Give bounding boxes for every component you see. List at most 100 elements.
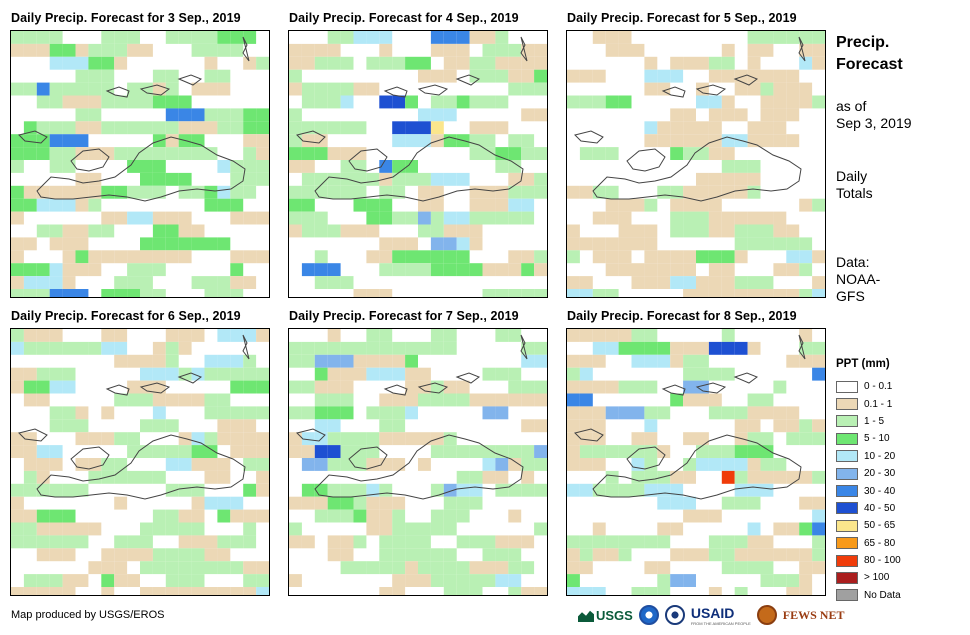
precip-cell (567, 367, 580, 381)
precip-cell (165, 250, 179, 264)
precip-cell (708, 289, 722, 297)
precip-cell (469, 393, 483, 407)
precip-cell (495, 535, 509, 549)
precip-cell (443, 574, 457, 587)
island-outline (296, 130, 326, 144)
precip-cell (178, 211, 192, 225)
precip-cell (508, 211, 522, 225)
precip-cell (88, 250, 102, 264)
island-outline (695, 382, 727, 394)
precip-cell (11, 289, 24, 297)
precip-cell (799, 496, 813, 510)
precip-cell (430, 224, 444, 238)
side-title: Precip. Forecast (836, 32, 903, 76)
precip-cell (49, 548, 63, 562)
precip-cell (191, 522, 205, 536)
precip-cell (49, 380, 63, 394)
precip-cell (114, 95, 128, 109)
precip-cell (495, 211, 509, 225)
precip-cell (696, 548, 709, 562)
precip-cell (114, 548, 128, 562)
precip-cell (11, 445, 24, 458)
precip-cell (11, 535, 24, 549)
precip-cell (256, 445, 269, 458)
precip-cell (152, 509, 166, 523)
precip-cell (773, 237, 787, 251)
precip-cell (314, 56, 328, 70)
precip-cell (152, 211, 166, 225)
precip-cell (353, 561, 367, 575)
precip-cell (178, 548, 192, 562)
precip-cell (657, 341, 671, 355)
precip-cell (36, 445, 50, 458)
precip-cell (101, 289, 115, 297)
precip-cell (734, 276, 748, 289)
precip-cell (36, 276, 50, 289)
precip-cell (456, 250, 470, 264)
precip-cell (592, 522, 606, 536)
precip-cell (75, 289, 89, 297)
usgs-wave-icon (578, 610, 594, 622)
precip-cell (392, 574, 406, 587)
precip-cell (392, 535, 406, 549)
precip-cell (683, 393, 696, 407)
precip-cell (165, 134, 179, 148)
precip-cell (469, 263, 483, 277)
precip-cell (734, 82, 748, 96)
precip-cell (534, 147, 547, 160)
precip-cell (469, 535, 483, 549)
legend-item: 20 - 30 (836, 465, 901, 482)
precip-cell (36, 341, 50, 355)
precip-cell (786, 574, 800, 587)
precip-cell (605, 31, 619, 44)
precip-cell (521, 483, 535, 497)
precip-cell (418, 121, 431, 135)
precip-cell (495, 121, 509, 135)
precip-cell (631, 445, 645, 458)
side-title-line1: Precip. (836, 34, 890, 51)
precip-cell (289, 211, 302, 225)
precip-cell (101, 95, 115, 109)
precip-cell (786, 95, 800, 109)
precip-cell (734, 561, 748, 575)
precip-cell (289, 341, 302, 355)
precip-cell (799, 561, 813, 575)
precip-cell (327, 31, 341, 44)
precip-cell (747, 561, 761, 575)
precip-cell (36, 380, 50, 394)
precip-cell (88, 198, 102, 212)
precip-cell (204, 432, 218, 446)
precip-cell (721, 341, 735, 355)
precip-cell (734, 185, 748, 199)
precip-cell (75, 121, 89, 135)
panel-title-sep3: Daily Precip. Forecast for 3 Sep., 2019 (11, 11, 241, 25)
precip-cell (456, 393, 470, 407)
precip-cell (734, 483, 748, 497)
precip-cell (140, 419, 153, 433)
precip-cell (340, 535, 354, 549)
precip-cell (23, 263, 37, 277)
precip-cell (191, 82, 205, 96)
precip-cell (191, 329, 205, 342)
precip-cell (579, 393, 593, 407)
precip-cell (36, 393, 50, 407)
precip-cell (204, 587, 218, 595)
precip-cell (191, 185, 205, 199)
precip-cell (88, 470, 102, 484)
precip-cell (165, 108, 179, 122)
precip-cell (11, 82, 24, 96)
precip-cell (418, 172, 431, 186)
precip-cell (243, 147, 257, 160)
precip-cell (482, 406, 496, 420)
precip-cell (482, 95, 496, 109)
precip-cell (314, 224, 328, 238)
precip-cell (786, 31, 800, 44)
precip-cell (243, 509, 257, 523)
precip-cell (152, 224, 166, 238)
precip-cell (734, 470, 748, 484)
precip-cell (340, 341, 354, 355)
island-outline (455, 74, 481, 86)
precip-cell (392, 263, 406, 277)
precip-cell (469, 185, 483, 199)
precip-cell (340, 82, 354, 96)
